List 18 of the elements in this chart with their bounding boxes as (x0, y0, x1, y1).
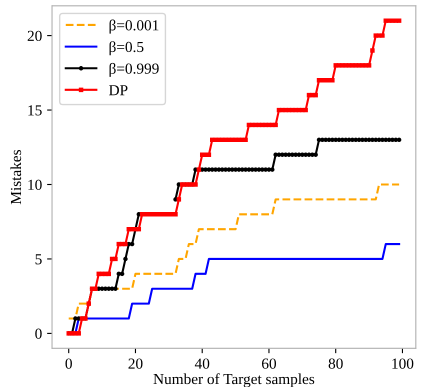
y-tick-label: 10 (28, 180, 42, 190)
x-tick-label: 60 (262, 358, 276, 369)
legend-label: β=0.999 (110, 62, 159, 77)
x-tick-label: 20 (128, 358, 143, 369)
x-axis-title: Number of Target samples (153, 373, 314, 387)
y-tick-label: 15 (28, 105, 42, 116)
legend-label: DP (108, 85, 128, 96)
x-tick-label: 0 (65, 358, 72, 369)
x-tick-label: 80 (328, 358, 343, 369)
x-tick-label: 100 (392, 358, 414, 369)
y-tick-label: 20 (28, 30, 42, 42)
x-tick-label: 40 (194, 358, 210, 369)
line-series (68, 183, 400, 320)
y-tick-label: 5 (36, 254, 42, 264)
legend-label: β=0.001 (110, 20, 158, 34)
legend-label: β=0.5 (110, 41, 144, 56)
y-tick-label: 0 (35, 328, 42, 339)
y-axis-title: Mistakes (10, 150, 22, 204)
